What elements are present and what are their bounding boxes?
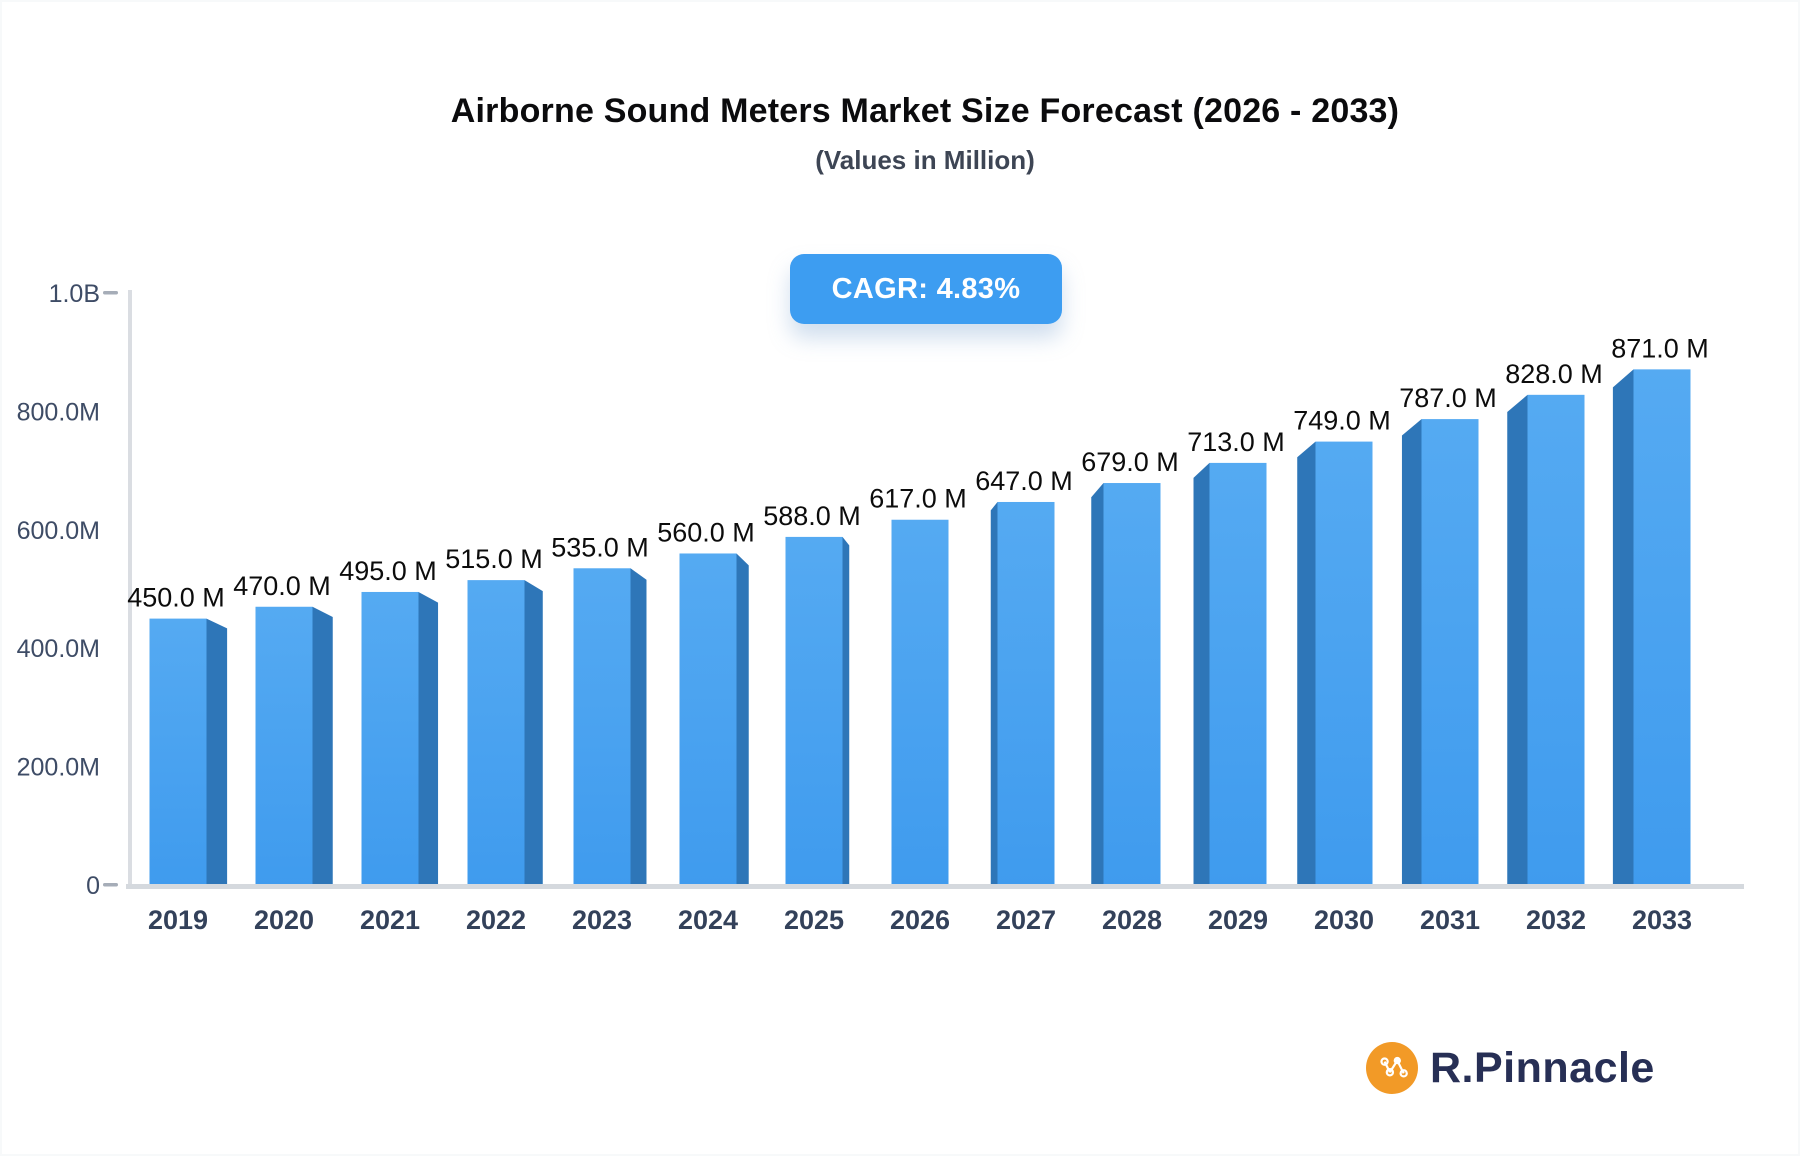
bar-front-face — [1421, 419, 1479, 887]
bar-front-face — [1103, 483, 1161, 887]
bar-value-label: 828.0 M — [1505, 359, 1603, 389]
y-axis-label: 1.0B — [49, 280, 100, 308]
bar-2031[interactable] — [1401, 419, 1479, 887]
bar-value-label: 617.0 M — [869, 484, 967, 514]
x-axis-label: 2033 — [1632, 905, 1692, 935]
x-axis-label: 2020 — [254, 905, 314, 935]
bar-value-label: 560.0 M — [657, 517, 755, 547]
x-axis-label: 2024 — [678, 905, 738, 935]
bar-side-face — [206, 618, 228, 887]
bar-side-face — [1507, 394, 1528, 887]
y-axis-label: 600.0M — [17, 517, 100, 545]
bar-front-face — [149, 618, 207, 887]
x-axis-label: 2029 — [1208, 905, 1268, 935]
x-axis-label: 2021 — [360, 905, 420, 935]
bar-2019[interactable] — [149, 618, 228, 887]
bar-side-face — [1612, 369, 1634, 887]
bar-value-label: 588.0 M — [763, 501, 861, 531]
bar-front-face — [997, 501, 1055, 887]
bar-side-face — [736, 553, 749, 887]
x-axis-label: 2027 — [996, 905, 1056, 935]
bar-value-label: 470.0 M — [233, 571, 331, 601]
bar-2032[interactable] — [1507, 394, 1585, 887]
bar-2029[interactable] — [1193, 462, 1267, 887]
bar-value-label: 679.0 M — [1081, 447, 1179, 477]
brand-logo-circle — [1366, 1042, 1418, 1094]
x-axis-label: 2022 — [466, 905, 526, 935]
bar-front-face — [467, 580, 525, 887]
bar-side-face — [1193, 462, 1210, 887]
bar-2024[interactable] — [679, 553, 749, 887]
bar-front-face — [255, 606, 313, 887]
bar-2023[interactable] — [573, 568, 647, 887]
bar-value-label: 647.0 M — [975, 466, 1073, 496]
brand-name: R.Pinnacle — [1430, 1043, 1655, 1092]
bar-front-face — [785, 536, 843, 887]
cagr-badge: CAGR: 4.83% — [790, 254, 1062, 324]
chart-subtitle: (Values in Million) — [815, 145, 1035, 175]
y-axis-tick — [103, 883, 118, 887]
bar-front-face — [1527, 394, 1585, 887]
chart-header: Airborne Sound Meters Market Size Foreca… — [50, 92, 1800, 176]
bar-value-label: 535.0 M — [551, 532, 649, 562]
bar-value-label: 495.0 M — [339, 556, 437, 586]
bar-side-face — [1297, 441, 1316, 887]
x-axis-label: 2023 — [572, 905, 632, 935]
bar-2028[interactable] — [1091, 483, 1161, 887]
bar-side-face — [842, 536, 850, 887]
bar-2030[interactable] — [1297, 441, 1373, 887]
bar-side-face — [524, 580, 543, 887]
x-axis-label: 2028 — [1102, 905, 1162, 935]
bar-side-face — [1401, 419, 1422, 887]
bar-side-face — [990, 501, 998, 887]
bar-side-face — [418, 591, 439, 887]
bar-front-face — [573, 568, 631, 887]
bar-2025[interactable] — [785, 536, 850, 887]
bar-2022[interactable] — [467, 580, 543, 887]
y-axis-label: 0 — [86, 872, 100, 900]
bar-value-label: 450.0 M — [127, 583, 225, 613]
cagr-badge-label: CAGR: 4.83% — [831, 272, 1021, 305]
x-axis-label: 2026 — [890, 905, 950, 935]
bar-value-label: 713.0 M — [1187, 427, 1285, 457]
bar-front-face — [891, 519, 949, 887]
bar-front-face — [679, 553, 737, 887]
y-axis-tick — [103, 291, 118, 295]
bar-side-face — [312, 606, 333, 887]
x-axis-label: 2031 — [1420, 905, 1480, 935]
bar-value-label: 749.0 M — [1293, 406, 1391, 436]
bar-value-label: 787.0 M — [1399, 383, 1497, 413]
bar-2033[interactable] — [1612, 369, 1691, 887]
x-axis-line — [126, 884, 1744, 889]
bar-side-face — [1091, 483, 1104, 887]
bar-value-label: 515.0 M — [445, 544, 543, 574]
bar-2021[interactable] — [361, 591, 439, 887]
y-axis-label: 800.0M — [17, 398, 100, 426]
bar-value-label: 871.0 M — [1611, 333, 1709, 363]
bar-2027[interactable] — [990, 501, 1055, 887]
x-axis-label: 2030 — [1314, 905, 1374, 935]
y-axis-line — [128, 290, 132, 888]
bar-front-face — [1633, 369, 1691, 887]
x-axis-label: 2025 — [784, 905, 844, 935]
brand-logo[interactable]: R.Pinnacle — [1366, 1042, 1655, 1094]
bar-2020[interactable] — [255, 606, 333, 887]
network-nodes-icon — [1380, 1056, 1408, 1078]
x-axis-label: 2032 — [1526, 905, 1586, 935]
chart-title: Airborne Sound Meters Market Size Foreca… — [450, 92, 1400, 130]
bar-front-face — [1315, 441, 1373, 887]
bar-2026[interactable] — [891, 519, 949, 887]
x-axis-label: 2019 — [148, 905, 208, 935]
y-axis-label: 200.0M — [17, 754, 100, 782]
bar-side-face — [630, 568, 647, 887]
bar-front-face — [1209, 462, 1267, 887]
bar-front-face — [361, 591, 419, 887]
y-axis-label: 400.0M — [17, 635, 100, 663]
